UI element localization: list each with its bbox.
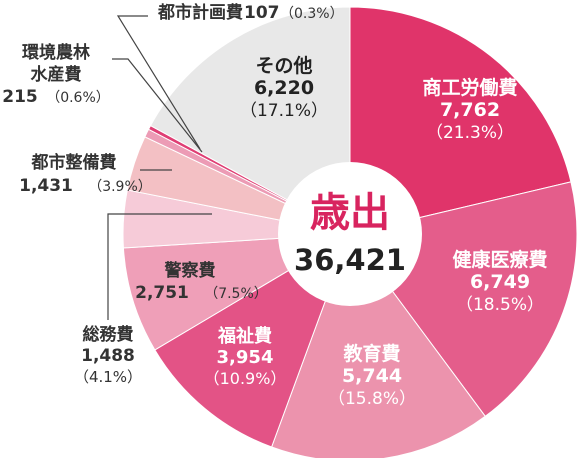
slice-7-value: 215 <box>2 87 38 107</box>
center-circle <box>278 162 422 306</box>
slice-5-value: 1,488 <box>81 346 135 366</box>
slice-8-leader-line <box>116 15 201 150</box>
slice-5-percent: （4.1%） <box>74 368 142 386</box>
slice-2-value: 5,744 <box>342 365 402 387</box>
slice-8-label: 都市計画費 107 （0.3%） <box>157 2 344 23</box>
slice-6-value: 1,431 <box>19 176 73 196</box>
slice-0-wedge <box>349 6 572 235</box>
slice-7-name-line2: 水産費 <box>31 64 82 85</box>
center-total: 36,421 <box>294 243 406 277</box>
slice-0-name: 商工労働費 <box>422 76 517 99</box>
slice-1-name: 健康医療費 <box>452 248 547 271</box>
slice-3-name: 福祉費 <box>217 325 272 347</box>
slice-4-value: 2,751 <box>135 283 189 303</box>
slice-8-value: 107 <box>244 3 280 23</box>
slice-5-name: 総務費 <box>83 324 134 345</box>
slice-9-value: 6,220 <box>254 77 314 99</box>
leader-lines <box>107 15 212 320</box>
slice-0-percent: （21.3%） <box>426 123 514 143</box>
center-title: 歳出 <box>310 190 390 236</box>
slice-8-percent: （0.3%） <box>280 6 344 22</box>
slice-6-name: 都市整備費 <box>31 152 117 173</box>
slice-4-name: 警察費 <box>164 260 216 281</box>
slice-3-percent: （10.9%） <box>204 369 287 388</box>
slice-4-percent: （7.5%） <box>204 286 268 302</box>
slice-9-wedge <box>149 6 351 235</box>
slice-8-name: 都市計画費 <box>157 2 243 23</box>
slice-6-percent: （3.9%） <box>88 179 152 195</box>
slice-6-label: 都市整備費 1,431 （3.9%） <box>19 152 152 196</box>
slice-3-value: 3,954 <box>217 347 274 368</box>
slice-7-percent: （0.6%） <box>46 90 110 106</box>
slice-9-percent: （17.1%） <box>240 101 328 121</box>
slice-2-name: 教育費 <box>343 342 400 365</box>
slice-5-leader-line <box>107 213 212 320</box>
slice-0-value: 7,762 <box>440 99 500 121</box>
slice-1-value: 6,749 <box>470 271 530 293</box>
slice-7-leader-line <box>112 58 203 153</box>
slice-1-percent: （18.5%） <box>456 295 544 315</box>
slice-9-name: その他 <box>255 54 312 77</box>
slice-3-wedge <box>154 232 351 448</box>
slice-2-wedge <box>270 232 486 458</box>
slice-2-percent: （15.8%） <box>328 389 416 409</box>
slice-7-name-line1: 環境農林 <box>22 42 90 63</box>
